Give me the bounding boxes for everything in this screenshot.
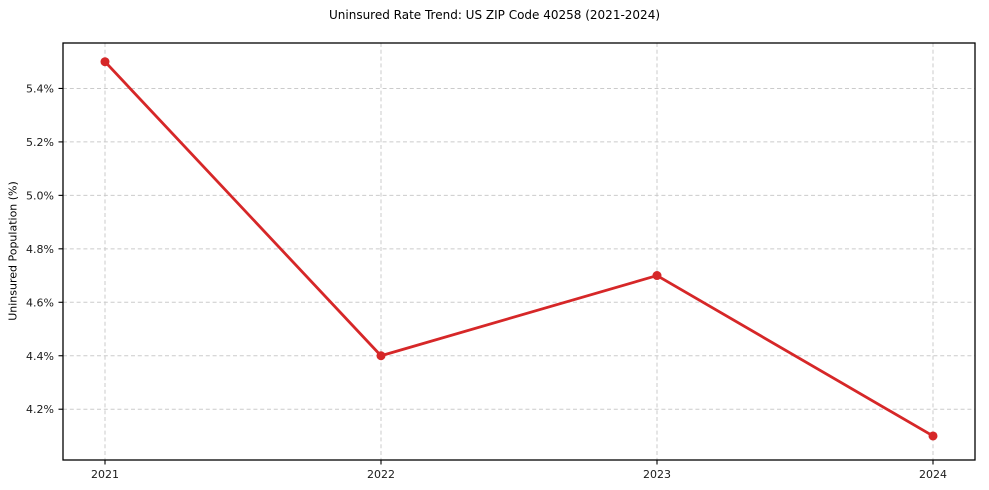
data-point-marker [652, 271, 662, 281]
series-line [103, 60, 935, 438]
chart-title: Uninsured Rate Trend: US ZIP Code 40258 … [328, 8, 661, 22]
plot-border [62, 42, 976, 461]
x-tick-label: 2021 [91, 468, 119, 481]
data-point-marker [100, 57, 110, 67]
y-tick-label: 4.8% [26, 243, 54, 256]
y-tick-label: 5.0% [26, 189, 54, 202]
y-tick-label: 4.6% [26, 296, 54, 309]
y-tick-label: 4.4% [26, 350, 54, 363]
data-point-marker [376, 351, 386, 361]
y-tick-label: 4.2% [26, 403, 54, 416]
data-point-marker [928, 431, 938, 441]
x-tick-label: 2023 [643, 468, 671, 481]
x-tick-label: 2022 [367, 468, 395, 481]
x-tick-label: 2024 [919, 468, 947, 481]
y-tick-label: 5.2% [26, 136, 54, 149]
y-tick-label: 5.4% [26, 82, 54, 95]
